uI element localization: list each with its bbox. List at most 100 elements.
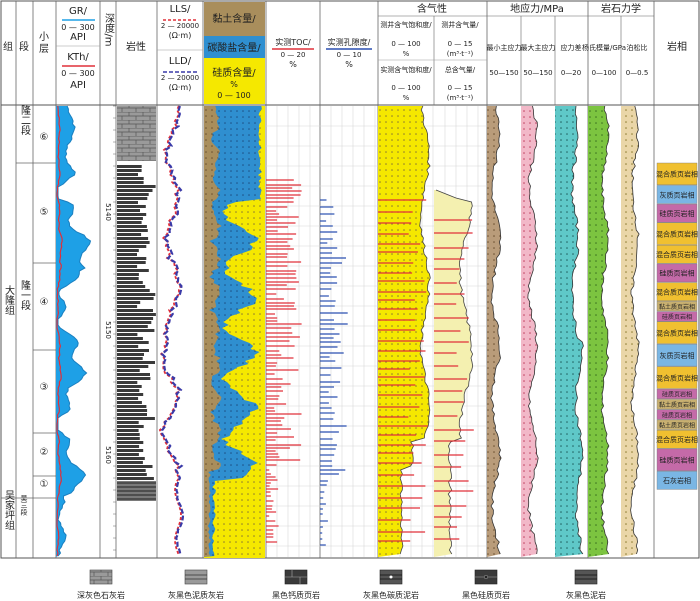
facies-band xyxy=(656,311,698,322)
poisson-header: 泊松比 xyxy=(627,43,648,52)
litho-band xyxy=(117,305,138,308)
litho-band xyxy=(117,425,144,428)
litho-band xyxy=(117,421,139,424)
legend-swatch-limestone xyxy=(89,569,113,585)
lld-header: LLD/ xyxy=(169,56,192,67)
gas-vol-area xyxy=(434,190,473,557)
limestone-top xyxy=(117,106,156,161)
litho-band xyxy=(117,237,149,240)
depth-label-5150: 5150 xyxy=(104,321,112,339)
gas-sat-log-header: 测井含气饱和度/ xyxy=(380,20,432,29)
facies-label: 灰质页岩相 xyxy=(660,190,695,199)
litho-band xyxy=(117,261,146,264)
depth-ticks: 5140 5150 5160 xyxy=(104,105,116,551)
toc-header: 实测TOC/ xyxy=(275,37,311,47)
legend-label: 灰黑色泥岩 xyxy=(566,590,606,600)
litho-band xyxy=(117,193,149,196)
gas-sat-log-scale: 0 — 100 xyxy=(391,40,420,48)
litho-band xyxy=(117,233,142,236)
litho-band xyxy=(117,257,147,260)
gas-sat-meas-unit: % xyxy=(403,94,410,102)
facies-header: 岩相 xyxy=(667,40,687,53)
litho-band xyxy=(117,377,151,380)
litho-band xyxy=(117,249,139,252)
litho-band xyxy=(117,185,156,188)
legend-label: 黑色硅质页岩 xyxy=(462,590,510,600)
litho-band xyxy=(117,461,143,464)
litho-band xyxy=(117,337,143,340)
facies-band xyxy=(656,409,698,420)
lls-header: LLS/ xyxy=(170,4,191,15)
litho-band xyxy=(117,397,139,400)
lls-scale: 2 — 20000 xyxy=(161,22,199,30)
legend-swatch-mudstone xyxy=(574,569,598,585)
youngs-scale: 0—100 xyxy=(592,69,617,77)
litho-band xyxy=(117,253,137,256)
porosity-bars xyxy=(320,199,348,546)
litho-band xyxy=(117,189,153,192)
legend-swatch-lines xyxy=(575,574,597,580)
carbonate-dots xyxy=(204,106,262,557)
sublayer-5: ⑤ xyxy=(40,207,49,218)
litho-band xyxy=(117,277,139,280)
facies-label: 硅质页岩相 xyxy=(660,456,695,465)
facies-band xyxy=(656,448,698,471)
gr-header: GR/ xyxy=(69,6,88,17)
facies-band xyxy=(656,471,698,490)
porosity-unit: % xyxy=(345,60,353,69)
clay-dots xyxy=(204,106,222,557)
litho-band xyxy=(117,225,147,228)
litho-band xyxy=(117,293,156,296)
facies-band xyxy=(656,203,698,223)
legend-label: 灰黑色泥质灰岩 xyxy=(168,590,224,600)
group-header: 组 xyxy=(3,40,13,53)
facies-band xyxy=(656,162,698,185)
litho-band xyxy=(117,229,148,232)
facies-band xyxy=(656,263,698,283)
section-wu3: 吴三段 xyxy=(20,495,28,517)
litho-band xyxy=(117,429,139,432)
litho-band xyxy=(117,221,142,224)
litho-band xyxy=(117,209,140,212)
facies-band xyxy=(656,301,698,312)
gas-total-header: 总含气量/ xyxy=(445,65,476,74)
gas-total-unit: (m³·t⁻¹) xyxy=(447,94,474,102)
facies-label: 灰质页岩相 xyxy=(660,351,695,360)
facies-band xyxy=(656,244,698,264)
strat-lines xyxy=(1,162,56,499)
litho-band xyxy=(117,393,144,396)
youngs-dots xyxy=(588,106,610,557)
litho-band xyxy=(117,285,146,288)
lld-curve xyxy=(160,105,185,555)
litho-band xyxy=(117,301,141,304)
litho-band xyxy=(117,313,156,316)
legend-swatch-dot xyxy=(483,574,489,580)
litho-band xyxy=(117,269,149,272)
facies-label: 混合质页岩相 xyxy=(656,230,698,239)
kth-header: KTh/ xyxy=(67,52,89,63)
silica-header: 硅质含量/ xyxy=(212,66,256,79)
litho-band xyxy=(117,353,144,356)
litho-band xyxy=(117,413,147,416)
toc-scale: 0 — 20 xyxy=(281,51,306,59)
depth-label-5160: 5160 xyxy=(104,446,112,464)
facies-label: 混合质页岩相 xyxy=(656,435,698,444)
facies-label: 混合质页岩相 xyxy=(656,373,698,382)
facies-band xyxy=(656,430,698,449)
legend-item: 灰黑色泥岩 xyxy=(566,569,606,600)
facies-band xyxy=(656,344,698,367)
litho-band xyxy=(117,401,142,404)
max-stress-dots xyxy=(521,106,539,557)
youngs-curve xyxy=(600,105,610,555)
litho-band xyxy=(117,365,149,368)
litho-band xyxy=(117,321,152,324)
sublayer-text: 小层 xyxy=(39,31,49,55)
kth-scale: 0 — 300 xyxy=(61,69,94,78)
litho-band xyxy=(117,297,154,300)
porosity-header: 实测孔隙度/ xyxy=(328,37,371,47)
facies-band xyxy=(656,185,698,204)
legend-swatch-marl xyxy=(184,569,208,585)
gas-total-scale: 0 — 15 xyxy=(448,84,473,92)
facies-band xyxy=(656,282,698,301)
min-stress-scale: 50—150 xyxy=(489,69,518,77)
